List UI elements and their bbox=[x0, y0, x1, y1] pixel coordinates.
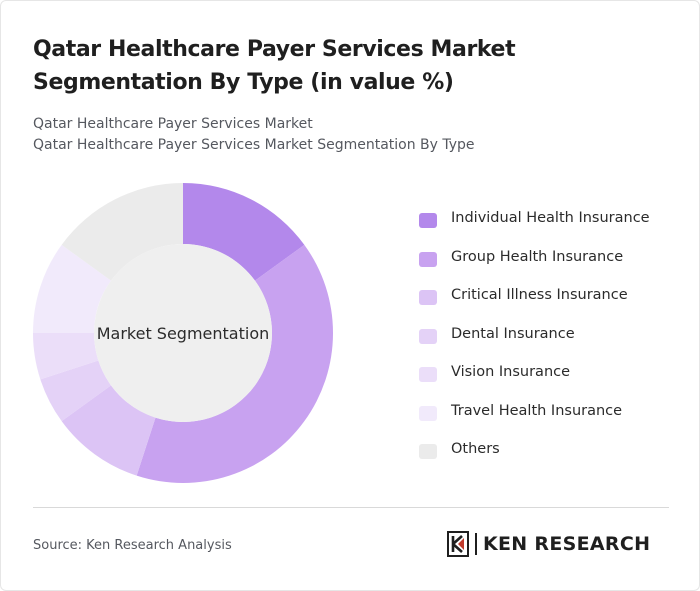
legend-label: Dental Insurance bbox=[451, 325, 575, 342]
legend-label: Critical Illness Insurance bbox=[451, 287, 628, 303]
legend-item-individual-health-insurance: Individual Health Insurance bbox=[419, 208, 689, 247]
legend-label: Vision Insurance bbox=[451, 364, 571, 380]
chart-legend: Individual Health Insurance Group Health … bbox=[419, 208, 689, 478]
legend-item-dental-insurance: Dental Insurance bbox=[419, 324, 689, 363]
slice-dental-insurance bbox=[40, 360, 111, 422]
legend-swatch bbox=[419, 251, 437, 267]
legend-swatch bbox=[419, 328, 437, 344]
legend-label: Travel Health Insurance bbox=[451, 402, 623, 419]
legend-swatch bbox=[419, 405, 437, 421]
slice-vision-insurance bbox=[33, 333, 99, 380]
legend-swatch bbox=[419, 367, 437, 382]
slice-travel-health-insurance bbox=[33, 244, 111, 333]
donut-chart: Market Segmentation bbox=[33, 183, 333, 483]
donut-center bbox=[94, 244, 272, 422]
ken-research-logo: KEN RESEARCH bbox=[447, 531, 650, 557]
legend-item-travel-health-insurance: Travel Health Insurance bbox=[419, 401, 689, 440]
chart-title: Qatar Healthcare Payer Services Market S… bbox=[33, 37, 516, 95]
legend-item-others: Others bbox=[419, 439, 689, 478]
donut-center-label: Market Segmentation bbox=[97, 324, 270, 343]
logo-separator bbox=[475, 533, 477, 555]
legend-label: Group Health Insurance bbox=[451, 248, 624, 265]
chart-subtitle: Qatar Healthcare Payer Services Market Q… bbox=[33, 114, 475, 156]
slice-others bbox=[61, 183, 184, 281]
legend-item-critical-illness-insurance: Critical Illness Insurance bbox=[419, 285, 689, 324]
ken-research-logo-icon bbox=[447, 531, 469, 557]
legend-swatch bbox=[419, 213, 437, 228]
legend-item-vision-insurance: Vision Insurance bbox=[419, 362, 689, 401]
slice-critical-illness-insurance bbox=[61, 385, 156, 476]
legend-label: Individual Health Insurance bbox=[451, 210, 650, 226]
legend-swatch bbox=[419, 290, 437, 305]
source-note: Source: Ken Research Analysis bbox=[33, 538, 232, 553]
legend-item-group-health-insurance: Group Health Insurance bbox=[419, 247, 689, 286]
subtitle-line-2: Qatar Healthcare Payer Services Market S… bbox=[33, 137, 475, 153]
footer-divider bbox=[33, 507, 669, 508]
legend-swatch bbox=[419, 444, 437, 459]
slice-group-health-insurance bbox=[136, 244, 333, 483]
subtitle-line-1: Qatar Healthcare Payer Services Market bbox=[33, 116, 313, 132]
logo-text: KEN RESEARCH bbox=[483, 533, 651, 555]
slice-individual-health-insurance bbox=[183, 183, 305, 281]
legend-label: Others bbox=[451, 441, 500, 457]
